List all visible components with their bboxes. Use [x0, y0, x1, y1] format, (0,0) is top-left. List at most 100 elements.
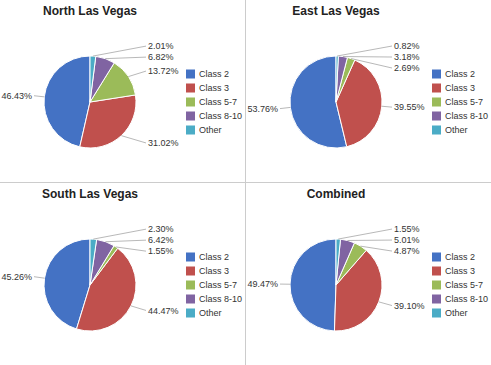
data-label: 53.76% — [247, 104, 278, 114]
leader-line — [338, 229, 392, 239]
leader-line — [121, 136, 146, 143]
chart-root: North Las Vegas46.43%31.02%13.72%6.82%2.… — [0, 0, 491, 365]
legend-swatch — [432, 309, 441, 318]
legend-label: Class 3 — [445, 266, 475, 276]
legend-label: Class 5-7 — [445, 280, 483, 290]
legend-label: Class 8-10 — [445, 111, 488, 121]
legend-label: Other — [199, 308, 222, 318]
data-label: 2.30% — [148, 224, 174, 234]
pie-slice — [90, 239, 114, 285]
chart-title: East Las Vegas — [292, 4, 380, 18]
slices — [44, 239, 136, 331]
slices — [44, 56, 136, 148]
pie-slice — [336, 239, 354, 285]
legend-label: Class 2 — [199, 69, 229, 79]
leader-line — [34, 96, 44, 97]
legend-label: Class 8-10 — [199, 294, 242, 304]
legend: Class 2Class 3Class 5-7Class 8-10Other — [432, 69, 488, 135]
leader-line — [379, 302, 392, 306]
pie-slice — [336, 56, 338, 102]
data-label: 6.42% — [148, 235, 174, 245]
leader-line — [131, 306, 146, 311]
leader-line — [128, 71, 146, 77]
pie-slice — [90, 239, 97, 285]
leader-line — [34, 277, 45, 278]
legend-swatch — [186, 84, 195, 93]
legend-swatch — [432, 126, 441, 135]
leader-line — [93, 229, 146, 239]
leader-line — [105, 57, 146, 59]
chart-title: North Las Vegas — [43, 4, 137, 18]
data-label: 13.72% — [148, 66, 179, 76]
legend-swatch — [186, 98, 195, 107]
legend-swatch — [432, 281, 441, 290]
leader-line — [337, 46, 392, 56]
leader-line — [280, 107, 290, 108]
data-labels: 53.76% 39.55% 2.69%3.18%0.82% — [247, 41, 424, 114]
data-labels: 45.26% 44.47% 1.55%6.42%2.30% — [1, 224, 178, 315]
data-label: 39.10% — [394, 301, 425, 311]
legend-swatch — [186, 126, 195, 135]
legend-swatch — [432, 98, 441, 107]
legend-swatch — [186, 70, 195, 79]
leader-line — [106, 240, 146, 242]
data-label: 39.55% — [394, 102, 425, 112]
data-label: 4.87% — [394, 246, 420, 256]
data-labels: 49.47%39.10%4.87%5.01%1.55% — [247, 224, 424, 310]
legend-swatch — [186, 295, 195, 304]
legend-label: Class 2 — [445, 252, 475, 262]
legend-swatch — [432, 84, 441, 93]
legend-swatch — [432, 112, 441, 121]
legend: Class 2Class 3Class 5-7Class 8-10Other — [186, 252, 242, 318]
data-label: 6.82% — [148, 52, 174, 62]
pie-slice — [336, 239, 340, 285]
legend-label: Class 5-7 — [445, 97, 483, 107]
pie-panel: East Las Vegas 53.76% 39.55% 2.69%3.18%0.82… — [247, 4, 488, 148]
pie-slice — [290, 239, 336, 331]
leader-line — [348, 240, 392, 241]
legend-label: Other — [445, 308, 468, 318]
pie-slice — [90, 56, 114, 102]
legend-swatch — [186, 281, 195, 290]
leader-line — [93, 46, 146, 56]
leader-line — [382, 106, 392, 108]
data-label: 0.82% — [394, 41, 420, 51]
legend-label: Other — [199, 125, 222, 135]
data-label: 44.47% — [148, 306, 179, 316]
legend-label: Class 8-10 — [199, 111, 242, 121]
leader-line — [116, 247, 146, 251]
pie-panel: North Las Vegas46.43%31.02%13.72%6.82%2.… — [1, 4, 242, 148]
chart-title: Combined — [307, 187, 366, 201]
chart-title: South Las Vegas — [42, 187, 138, 201]
legend-swatch — [186, 112, 195, 121]
pie-panel: Combined49.47%39.10%4.87%5.01%1.55%Class… — [247, 187, 488, 331]
slices — [290, 239, 382, 331]
leader-line — [351, 59, 392, 68]
legend-label: Class 5-7 — [199, 97, 237, 107]
pie-slice — [80, 95, 136, 148]
data-label: 2.69% — [394, 63, 420, 73]
legend-label: Class 3 — [445, 83, 475, 93]
legend-label: Class 8-10 — [445, 294, 488, 304]
legend: Class 2 Class 3 Class 5-7 Class 8-10 Other — [186, 69, 242, 135]
data-label: 49.47% — [247, 279, 278, 289]
data-label: 5.01% — [394, 235, 420, 245]
leader-line — [280, 284, 290, 285]
data-label: 45.26% — [1, 272, 32, 282]
pie-slice — [336, 56, 347, 102]
legend-swatch — [186, 309, 195, 318]
legend-label: Class 5-7 — [199, 280, 237, 290]
legend-label: Class 3 — [199, 83, 229, 93]
leader-line — [361, 246, 392, 251]
pie-slice — [90, 56, 96, 102]
legend-label: Other — [445, 125, 468, 135]
legend-swatch — [186, 253, 195, 262]
data-label: 3.18% — [394, 52, 420, 62]
legend-label: Class 2 — [199, 252, 229, 262]
legend-swatch — [432, 253, 441, 262]
legend-swatch — [432, 70, 441, 79]
divider — [0, 182, 491, 183]
data-label: 46.43% — [1, 91, 32, 101]
pie-panel: South Las Vegas 45.26% 44.47% 1.55%6.42%2.3… — [1, 187, 242, 331]
data-label: 1.55% — [148, 246, 174, 256]
